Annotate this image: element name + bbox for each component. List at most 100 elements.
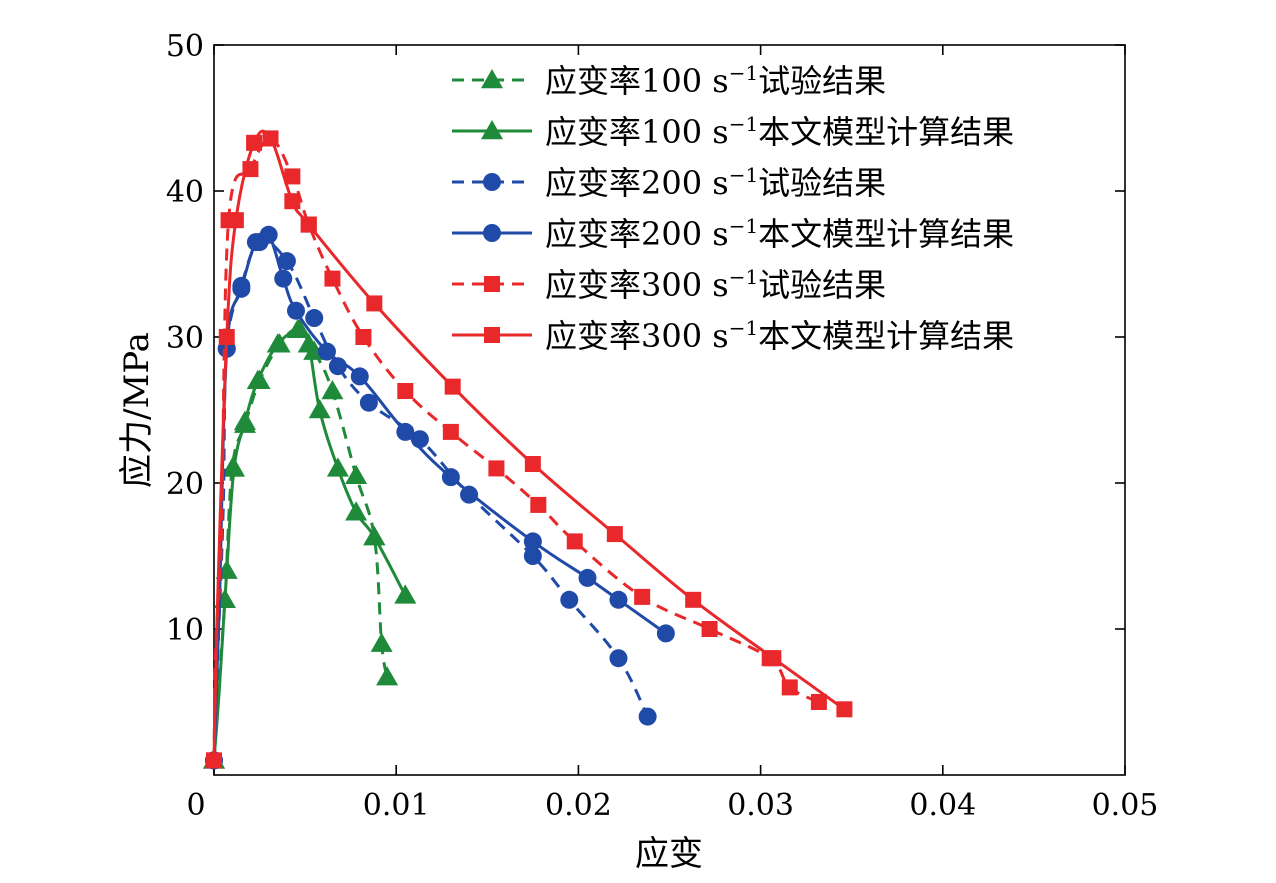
series-3	[205, 233, 657, 770]
data-point	[259, 225, 278, 244]
legend-entry: 应变率100 s−1本文模型计算结果	[452, 112, 1014, 151]
data-point	[227, 212, 244, 229]
x-axis-ticks: 0 0.01 0.02 0.03 0.04 0.05	[186, 45, 1158, 823]
data-point	[206, 752, 222, 769]
legend-label: 应变率200 s−1本文模型计算结果	[545, 214, 1014, 253]
data-point	[300, 216, 317, 233]
data-point	[370, 632, 393, 652]
x-tick-label: 0.04	[909, 788, 976, 823]
series-line	[212, 328, 389, 761]
legend-marker	[481, 69, 503, 89]
x-axis-title: 应变	[635, 834, 703, 874]
data-point	[262, 130, 279, 147]
y-tick-label: 40	[166, 175, 204, 210]
data-point	[277, 252, 296, 271]
x-tick-label: 0.01	[363, 788, 430, 823]
series-line	[212, 230, 667, 761]
data-point	[363, 526, 386, 546]
data-point	[359, 393, 378, 412]
data-point	[488, 460, 505, 477]
data-point	[274, 269, 293, 288]
data-point	[578, 568, 597, 587]
legend-marker	[483, 173, 501, 191]
legend-label: 应变率200 s−1试验结果	[545, 163, 886, 202]
y-tick-label: 50	[166, 29, 204, 64]
data-point	[317, 342, 336, 361]
legend-entry: 应变率300 s−1本文模型计算结果	[452, 316, 1014, 355]
data-point	[288, 318, 311, 338]
legend-marker	[483, 224, 501, 242]
y-tick-label: 30	[166, 321, 204, 356]
data-point	[223, 457, 246, 477]
data-point	[524, 456, 541, 473]
data-point	[286, 301, 305, 320]
legend-entry: 应变率300 s−1试验结果	[452, 265, 886, 304]
data-point	[305, 309, 324, 328]
legend-entry: 应变率200 s−1试验结果	[452, 163, 886, 202]
data-point	[701, 621, 718, 637]
data-point	[308, 399, 331, 419]
x-tick-label: 0	[186, 788, 205, 823]
data-point	[530, 496, 547, 513]
data-point	[609, 590, 628, 609]
data-point	[638, 707, 657, 726]
x-tick-label: 0.05	[1092, 788, 1159, 823]
legend-label: 应变率300 s−1本文模型计算结果	[545, 316, 1014, 355]
legend-marker	[481, 120, 503, 140]
x-tick-label: 0.03	[727, 788, 794, 823]
data-point	[246, 134, 263, 151]
data-point	[394, 584, 417, 604]
legend-entry: 应变率100 s−1试验结果	[452, 61, 886, 100]
y-tick-label: 10	[166, 613, 204, 648]
series-2	[203, 318, 417, 769]
data-point	[396, 422, 415, 441]
series-4	[205, 225, 675, 770]
data-point	[326, 457, 349, 477]
y-tick-label: 20	[166, 467, 204, 502]
data-point	[560, 590, 579, 609]
data-point	[566, 533, 583, 550]
legend-label: 应变率100 s−1试验结果	[545, 61, 886, 100]
data-point	[397, 383, 414, 400]
data-point	[366, 295, 383, 312]
data-point	[523, 532, 542, 551]
data-point	[297, 333, 320, 353]
data-point	[321, 380, 344, 400]
data-point	[781, 679, 798, 696]
data-point	[324, 270, 341, 287]
data-point	[442, 423, 459, 440]
data-point	[345, 501, 368, 521]
data-point	[284, 193, 301, 210]
legend-entry: 应变率200 s−1本文模型计算结果	[452, 214, 1014, 253]
data-point	[232, 279, 251, 298]
legend-label: 应变率300 s−1试验结果	[545, 265, 886, 304]
legend-marker	[484, 327, 500, 343]
data-point	[355, 329, 372, 345]
data-point	[656, 624, 675, 643]
data-point	[685, 591, 702, 608]
data-point	[810, 694, 827, 710]
data-point	[634, 588, 651, 605]
data-point	[609, 649, 628, 668]
data-point	[444, 378, 461, 395]
data-point	[345, 464, 368, 484]
data-point	[765, 650, 782, 667]
plot-frame	[213, 44, 1126, 776]
data-point	[350, 367, 369, 386]
data-point	[284, 168, 301, 185]
data-point	[523, 547, 542, 565]
legend-marker	[484, 276, 500, 292]
x-tick-label: 0.02	[545, 788, 612, 823]
data-point	[836, 701, 853, 718]
series-layer	[203, 129, 853, 770]
data-point	[441, 468, 460, 487]
legend-label: 应变率100 s−1本文模型计算结果	[545, 112, 1014, 151]
data-point	[376, 666, 399, 686]
y-axis-title: 应力/MPa	[117, 332, 157, 488]
data-point	[218, 329, 235, 345]
data-point	[606, 526, 623, 543]
series-6	[206, 129, 853, 769]
data-point	[233, 410, 256, 430]
